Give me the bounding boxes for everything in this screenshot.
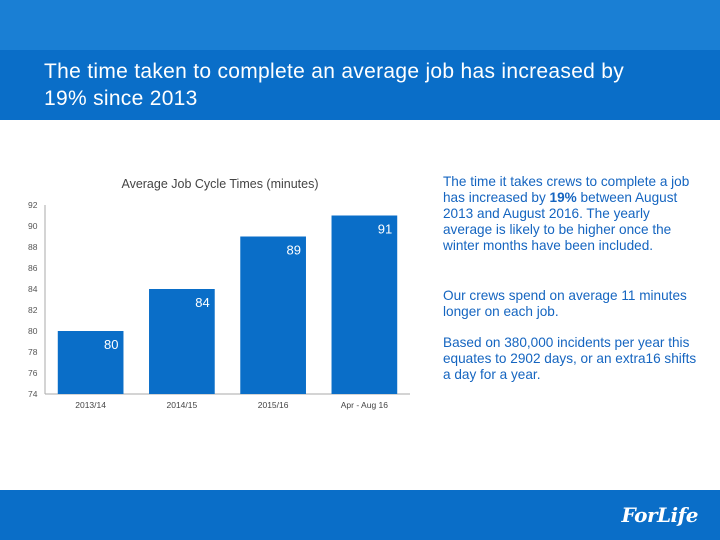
forlife-logo: ForLife xyxy=(621,503,699,527)
value-label: 84 xyxy=(195,295,209,310)
value-label: 91 xyxy=(378,222,392,237)
paragraph-incidents: Based on 380,000 incidents per year this… xyxy=(443,335,697,382)
chart-title: Average Job Cycle Times (minutes) xyxy=(121,177,318,191)
y-tick-label: 84 xyxy=(28,284,38,294)
y-tick-label: 80 xyxy=(28,326,38,336)
paragraph-summary: The time it takes crews to complete a jo… xyxy=(443,174,698,254)
summary-highlight: 19% xyxy=(549,190,577,205)
summary-text-start: The time it takes crews to complete a jo… xyxy=(443,174,690,205)
y-tick-label: 92 xyxy=(28,200,38,210)
x-tick-label: 2014/15 xyxy=(167,400,198,410)
paragraph-minutes: Our crews spend on average 11 minutes lo… xyxy=(443,288,687,319)
bar-chart: Average Job Cycle Times (minutes) 74 76 78… xyxy=(28,177,410,410)
bar-apr-aug-16 xyxy=(331,215,398,394)
bar-2014-15 xyxy=(149,289,215,394)
y-tick-label: 82 xyxy=(28,305,38,315)
x-tick-label: 2015/16 xyxy=(258,400,289,410)
y-tick-label: 78 xyxy=(28,347,38,357)
y-tick-label: 88 xyxy=(28,242,38,252)
x-tick-label: 2013/14 xyxy=(75,400,106,410)
bar-2013-14 xyxy=(57,331,124,394)
bottom-band xyxy=(0,490,720,540)
summary-text-end: between August 2013 and August 2016. The… xyxy=(443,190,678,253)
y-tick-label: 74 xyxy=(28,389,38,399)
y-tick-label: 86 xyxy=(28,263,38,273)
value-label: 89 xyxy=(287,243,301,258)
bar-2015-16 xyxy=(240,236,306,394)
x-tick-label: Apr - Aug 16 xyxy=(341,400,389,410)
slide-title: The time taken to complete an average jo… xyxy=(44,60,625,110)
title-band xyxy=(0,50,720,120)
y-tick-label: 90 xyxy=(28,221,38,231)
y-tick-label: 76 xyxy=(28,368,38,378)
value-label: 80 xyxy=(104,337,118,352)
top-strip xyxy=(0,0,720,50)
